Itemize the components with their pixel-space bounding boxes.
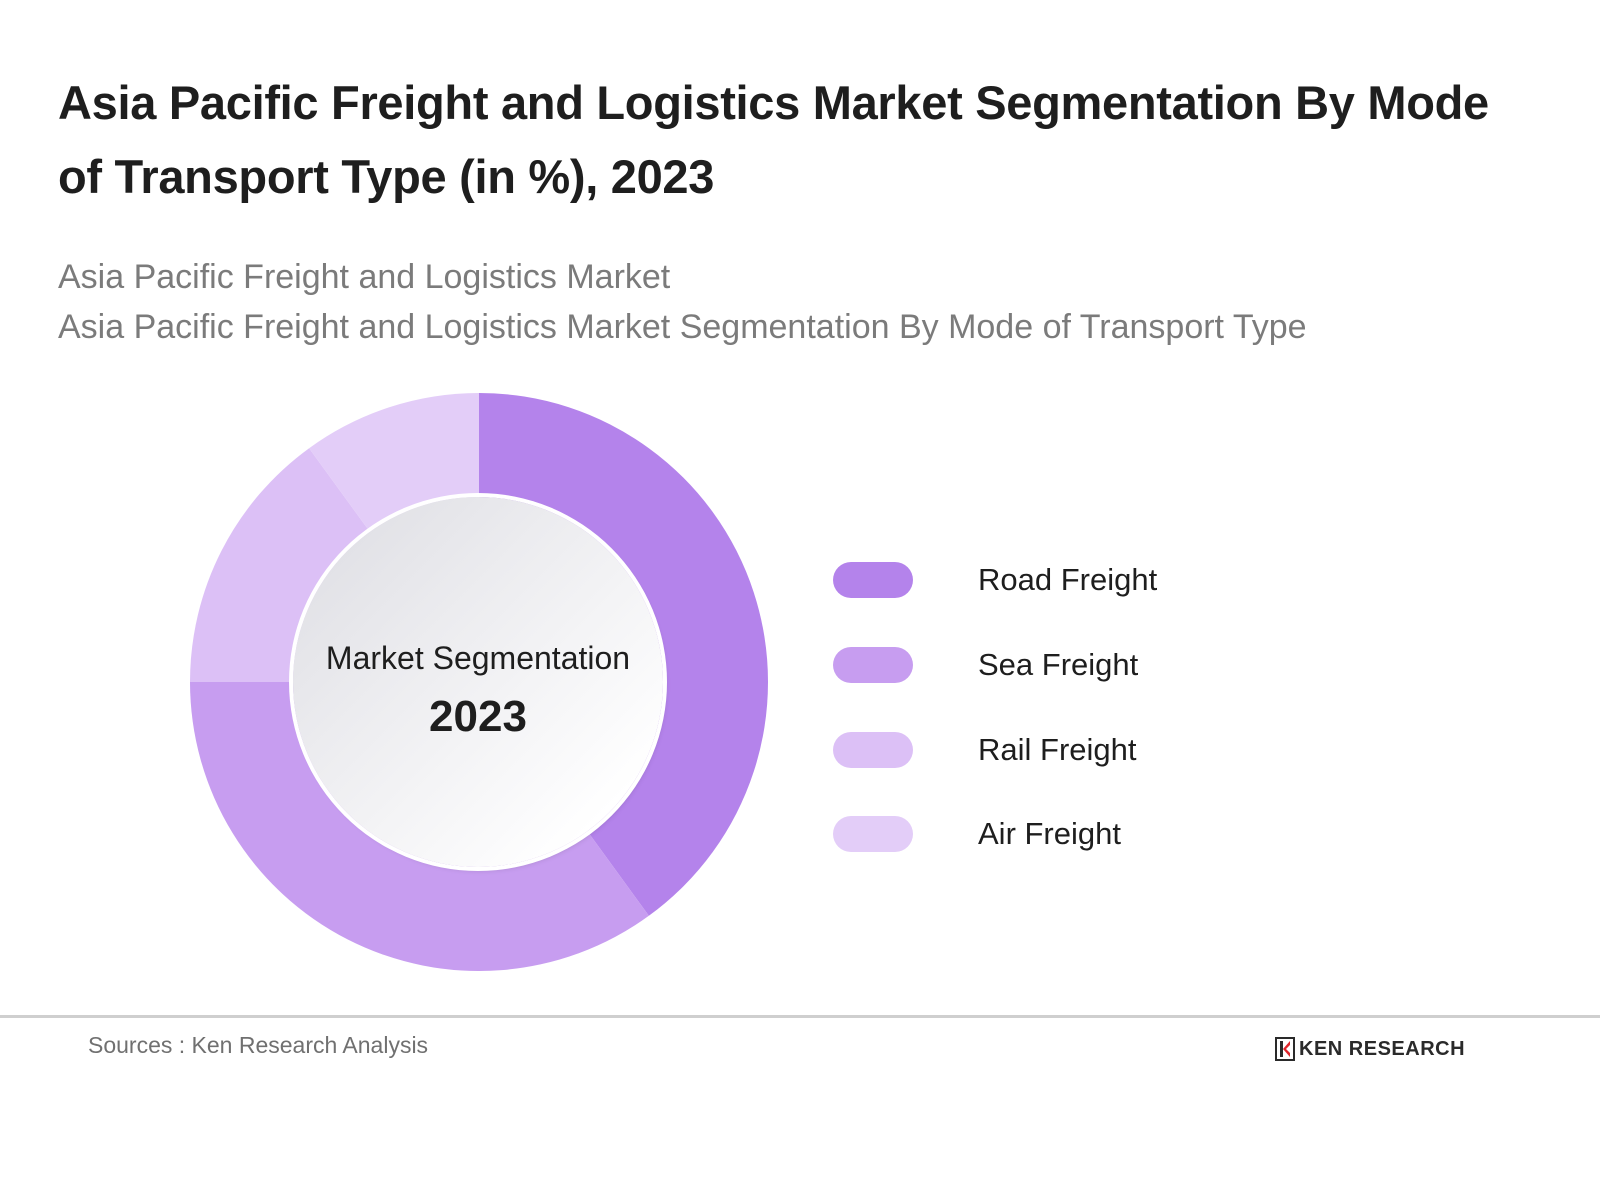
- subtitle-line-2: Asia Pacific Freight and Logistics Marke…: [58, 308, 1307, 346]
- source-note: Sources : Ken Research Analysis: [88, 1032, 429, 1058]
- chart-subtitle: Asia Pacific Freight and Logistics Marke…: [58, 252, 1307, 352]
- legend-swatch-air: [833, 816, 913, 852]
- legend-item-rail: Rail Freight: [833, 728, 1333, 768]
- legend-item-sea: Sea Freight: [833, 643, 1333, 683]
- center-year: 2023: [429, 692, 527, 741]
- ken-research-logo: KEN RESEARCH: [1275, 1036, 1465, 1062]
- subtitle-line-1: Asia Pacific Freight and Logistics Marke…: [58, 258, 671, 296]
- legend-label: Sea Freight: [978, 647, 1139, 682]
- logo-text: KEN RESEARCH: [1299, 1037, 1466, 1060]
- chart-title: Asia Pacific Freight and Logistics Marke…: [58, 76, 1489, 203]
- footer-divider: [0, 1015, 1600, 1018]
- donut-center: [293, 497, 663, 867]
- center-label: Market Segmentation: [325, 640, 631, 676]
- legend-label: Road Freight: [978, 562, 1158, 597]
- legend-item-road: Road Freight: [833, 558, 1333, 598]
- legend-label: Air Freight: [978, 816, 1121, 851]
- legend-swatch-road: [833, 562, 913, 598]
- legend-item-air: Air Freight: [833, 812, 1333, 852]
- legend-swatch-sea: [833, 647, 913, 683]
- legend-label: Rail Freight: [978, 732, 1137, 767]
- ken-research-logo-icon: [1275, 1037, 1295, 1061]
- legend-swatch-rail: [833, 732, 913, 768]
